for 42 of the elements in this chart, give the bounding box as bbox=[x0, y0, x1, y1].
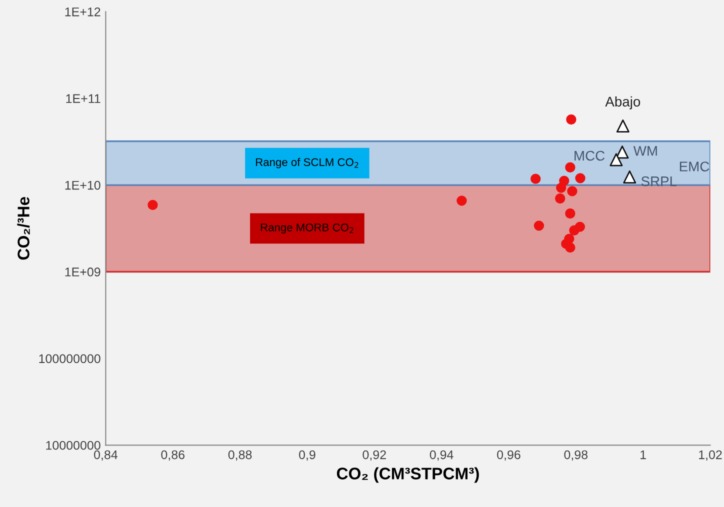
x-tick-label: 0,86 bbox=[161, 450, 184, 461]
point bbox=[566, 114, 576, 125]
y-axis-title: CO₂/³He bbox=[17, 197, 30, 260]
x-tick-label: 0,98 bbox=[564, 450, 588, 461]
x-tick-label: 1,02 bbox=[699, 450, 722, 461]
point bbox=[565, 208, 576, 219]
point bbox=[610, 153, 623, 166]
band-label: Range of SCLM CO$_{2}$ bbox=[256, 158, 358, 168]
point bbox=[567, 186, 578, 196]
point bbox=[555, 193, 566, 204]
x-tick-label: 0,96 bbox=[497, 450, 520, 461]
y-tick-label: 1E+11 bbox=[66, 94, 100, 103]
point bbox=[456, 196, 467, 206]
annotation: MCC bbox=[574, 150, 605, 161]
point bbox=[569, 225, 580, 236]
x-tick-label: 0,88 bbox=[228, 450, 252, 461]
point bbox=[616, 119, 630, 132]
x-tick-label: 0,92 bbox=[362, 450, 386, 461]
point bbox=[556, 182, 566, 193]
y-tick-label: 1E+12 bbox=[65, 7, 100, 16]
annotation: SRPL bbox=[641, 176, 677, 186]
x-tick-label: 1 bbox=[640, 450, 646, 460]
point bbox=[623, 170, 636, 184]
x-tick-label: 0,9 bbox=[299, 450, 316, 461]
x-tick-label: 0,94 bbox=[430, 450, 454, 461]
annotation: EMC bbox=[680, 162, 710, 172]
x-axis-title: CO₂ (CM³STPCM³) bbox=[336, 467, 479, 483]
y-tick-label: 1E+09 bbox=[65, 268, 100, 276]
point bbox=[565, 242, 576, 253]
point bbox=[616, 146, 629, 159]
y-tick-label: 100000000 bbox=[39, 354, 100, 364]
point bbox=[530, 174, 541, 184]
point bbox=[148, 200, 158, 210]
point bbox=[565, 162, 576, 172]
y-tick-label: 10000000 bbox=[46, 440, 100, 450]
y-tick-label: 1E+10 bbox=[65, 180, 100, 190]
annotation: Abajo bbox=[605, 96, 640, 110]
band-label: Range MORB CO$_{2}$ bbox=[260, 223, 354, 234]
annotation: WM bbox=[633, 146, 657, 156]
x-tick-label: 0,84 bbox=[94, 450, 118, 461]
point bbox=[534, 220, 544, 231]
point bbox=[575, 173, 586, 184]
